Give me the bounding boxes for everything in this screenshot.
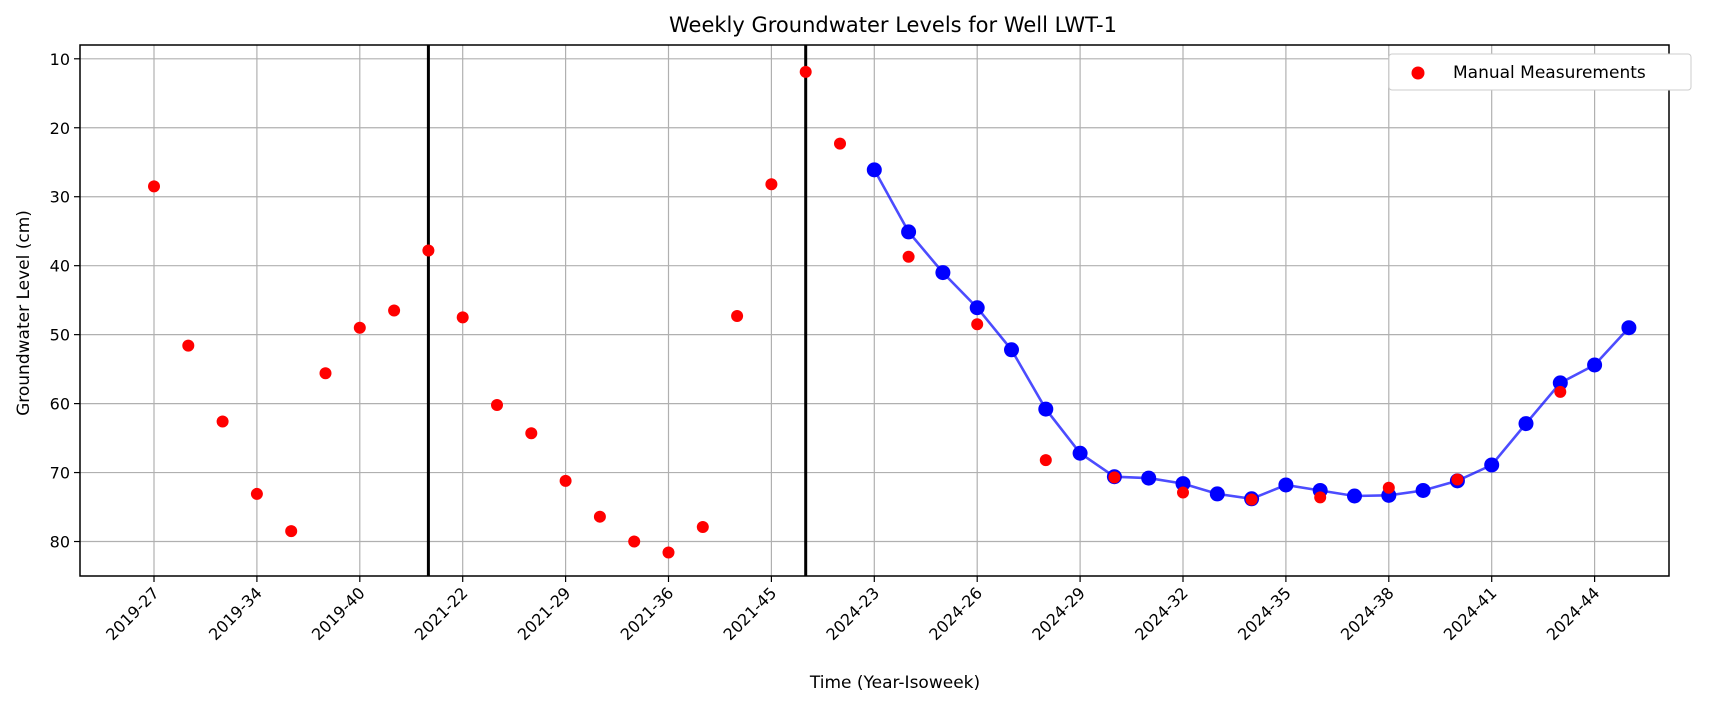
weekly-series-point (1209, 486, 1225, 502)
weekly-series-point (1278, 477, 1294, 493)
weekly-series-point (1552, 375, 1568, 391)
y-tick-label: 50 (50, 326, 70, 345)
manual-measurement-point (319, 367, 332, 380)
manual-measurement-point (1554, 385, 1567, 398)
manual-measurement-point (1177, 486, 1189, 499)
legend: Manual Measurements (1388, 53, 1692, 91)
y-tick-label: 60 (50, 395, 70, 414)
weekly-series-point (1621, 320, 1637, 336)
manual-measurement-point (902, 250, 915, 263)
manual-measurement-point (491, 398, 503, 411)
y-tick-label: 80 (50, 533, 70, 552)
weekly-series-point (1587, 357, 1603, 373)
manual-measurement-point (1245, 493, 1258, 506)
manual-measurement-point (1039, 454, 1052, 467)
weekly-series-point (866, 162, 882, 178)
y-tick-label: 30 (50, 188, 70, 207)
weekly-series-point (1072, 445, 1088, 461)
manual-measurement-point (388, 304, 401, 317)
manual-measurement-point (834, 137, 846, 150)
legend-label-manual: Manual Measurements (1453, 63, 1646, 83)
manual-measurement-point (696, 521, 709, 534)
weekly-series-point (1004, 342, 1019, 358)
manual-measurement-point (250, 487, 263, 500)
manual-measurement-point (731, 310, 744, 323)
weekly-series-point (1415, 482, 1431, 498)
y-tick-label: 40 (50, 257, 70, 276)
manual-measurement-point (353, 321, 366, 334)
manual-measurement-point (662, 546, 675, 559)
weekly-series-point (1038, 401, 1054, 417)
manual-measurement-point (559, 474, 572, 487)
manual-measurement-point (1382, 481, 1395, 494)
manual-measurement-point (1108, 471, 1121, 484)
weekly-series-point (1141, 470, 1157, 486)
manual-measurement-point (182, 339, 195, 352)
weekly-series-point (1175, 476, 1191, 492)
plot-frame (79, 44, 1670, 577)
manual-measurement-point (1451, 473, 1464, 486)
manual-measurement-point (593, 510, 606, 523)
y-tick-label: 10 (50, 50, 70, 69)
weekly-series-point (1484, 457, 1500, 473)
y-tick-label: 70 (50, 464, 70, 483)
legend-marker-manual (1411, 66, 1425, 80)
manual-measurement-point (456, 311, 469, 324)
manual-measurement-point (971, 318, 984, 331)
manual-measurement-point (216, 415, 229, 428)
manual-measurement-point (1314, 491, 1327, 504)
weekly-series-point (901, 224, 917, 240)
x-axis-title: Time (Year-Isoweek) (809, 673, 980, 693)
manual-measurement-point (148, 180, 160, 193)
weekly-series-point (1347, 488, 1362, 504)
series-layer (148, 45, 1637, 576)
weekly-series-point (935, 265, 951, 281)
y-tick-label: 20 (50, 119, 70, 138)
legend-frame (1388, 53, 1692, 91)
weekly-series-point (1518, 416, 1534, 432)
y-axis-title: Groundwater Level (cm) (14, 210, 34, 416)
manual-measurement-point (799, 65, 812, 78)
chart-title: Weekly Groundwater Levels for Well LWT-1 (669, 13, 1117, 37)
weekly-series-point (969, 300, 985, 316)
manual-measurement-point (285, 525, 298, 538)
manual-measurement-point (525, 427, 538, 440)
manual-measurement-point (628, 535, 641, 548)
manual-measurement-point (765, 178, 778, 191)
manual-measurement-point (422, 244, 435, 257)
